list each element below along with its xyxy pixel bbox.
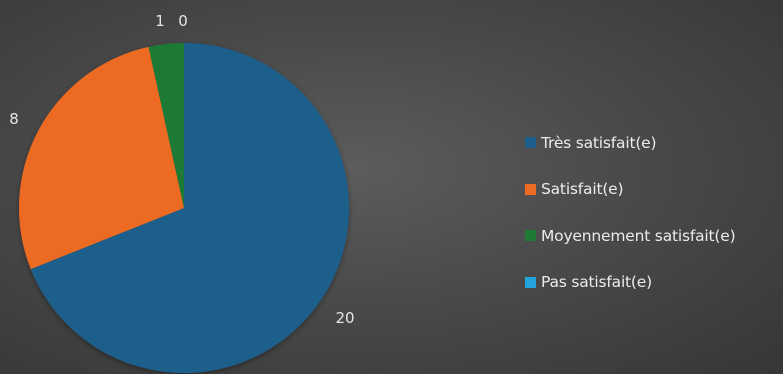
legend-swatch <box>525 230 536 242</box>
pie-slice-2 <box>19 46 185 270</box>
legend-label: Très satisfait(e) <box>541 133 657 152</box>
legend-item-1: Très satisfait(e) <box>525 131 781 154</box>
data-label-2: 8 <box>9 110 19 128</box>
legend-item-3: Moyennement satisfait(e) <box>525 224 781 247</box>
legend-swatch <box>525 137 536 148</box>
pie-slice-1 <box>30 43 349 373</box>
data-label-4: 0 <box>178 12 188 30</box>
legend-label: Pas satisfait(e) <box>541 273 652 292</box>
legend-label: Satisfait(e) <box>541 180 624 199</box>
pie-slice-3 <box>148 43 184 208</box>
legend-swatch <box>525 276 536 288</box>
chart-legend: Très satisfait(e) Satisfait(e) Moyennement… <box>525 131 781 317</box>
legend-item-4: Pas satisfait(e) <box>525 271 781 294</box>
data-label-1: 20 <box>335 309 354 327</box>
legend-label: Moyennement satisfait(e) <box>541 226 736 245</box>
data-label-3: 1 <box>155 12 165 30</box>
pie-slices <box>19 43 349 373</box>
legend-item-2: Satisfait(e) <box>525 178 781 201</box>
legend-swatch <box>525 183 536 195</box>
pie-data-labels: 20 8 1 0 <box>9 12 354 327</box>
